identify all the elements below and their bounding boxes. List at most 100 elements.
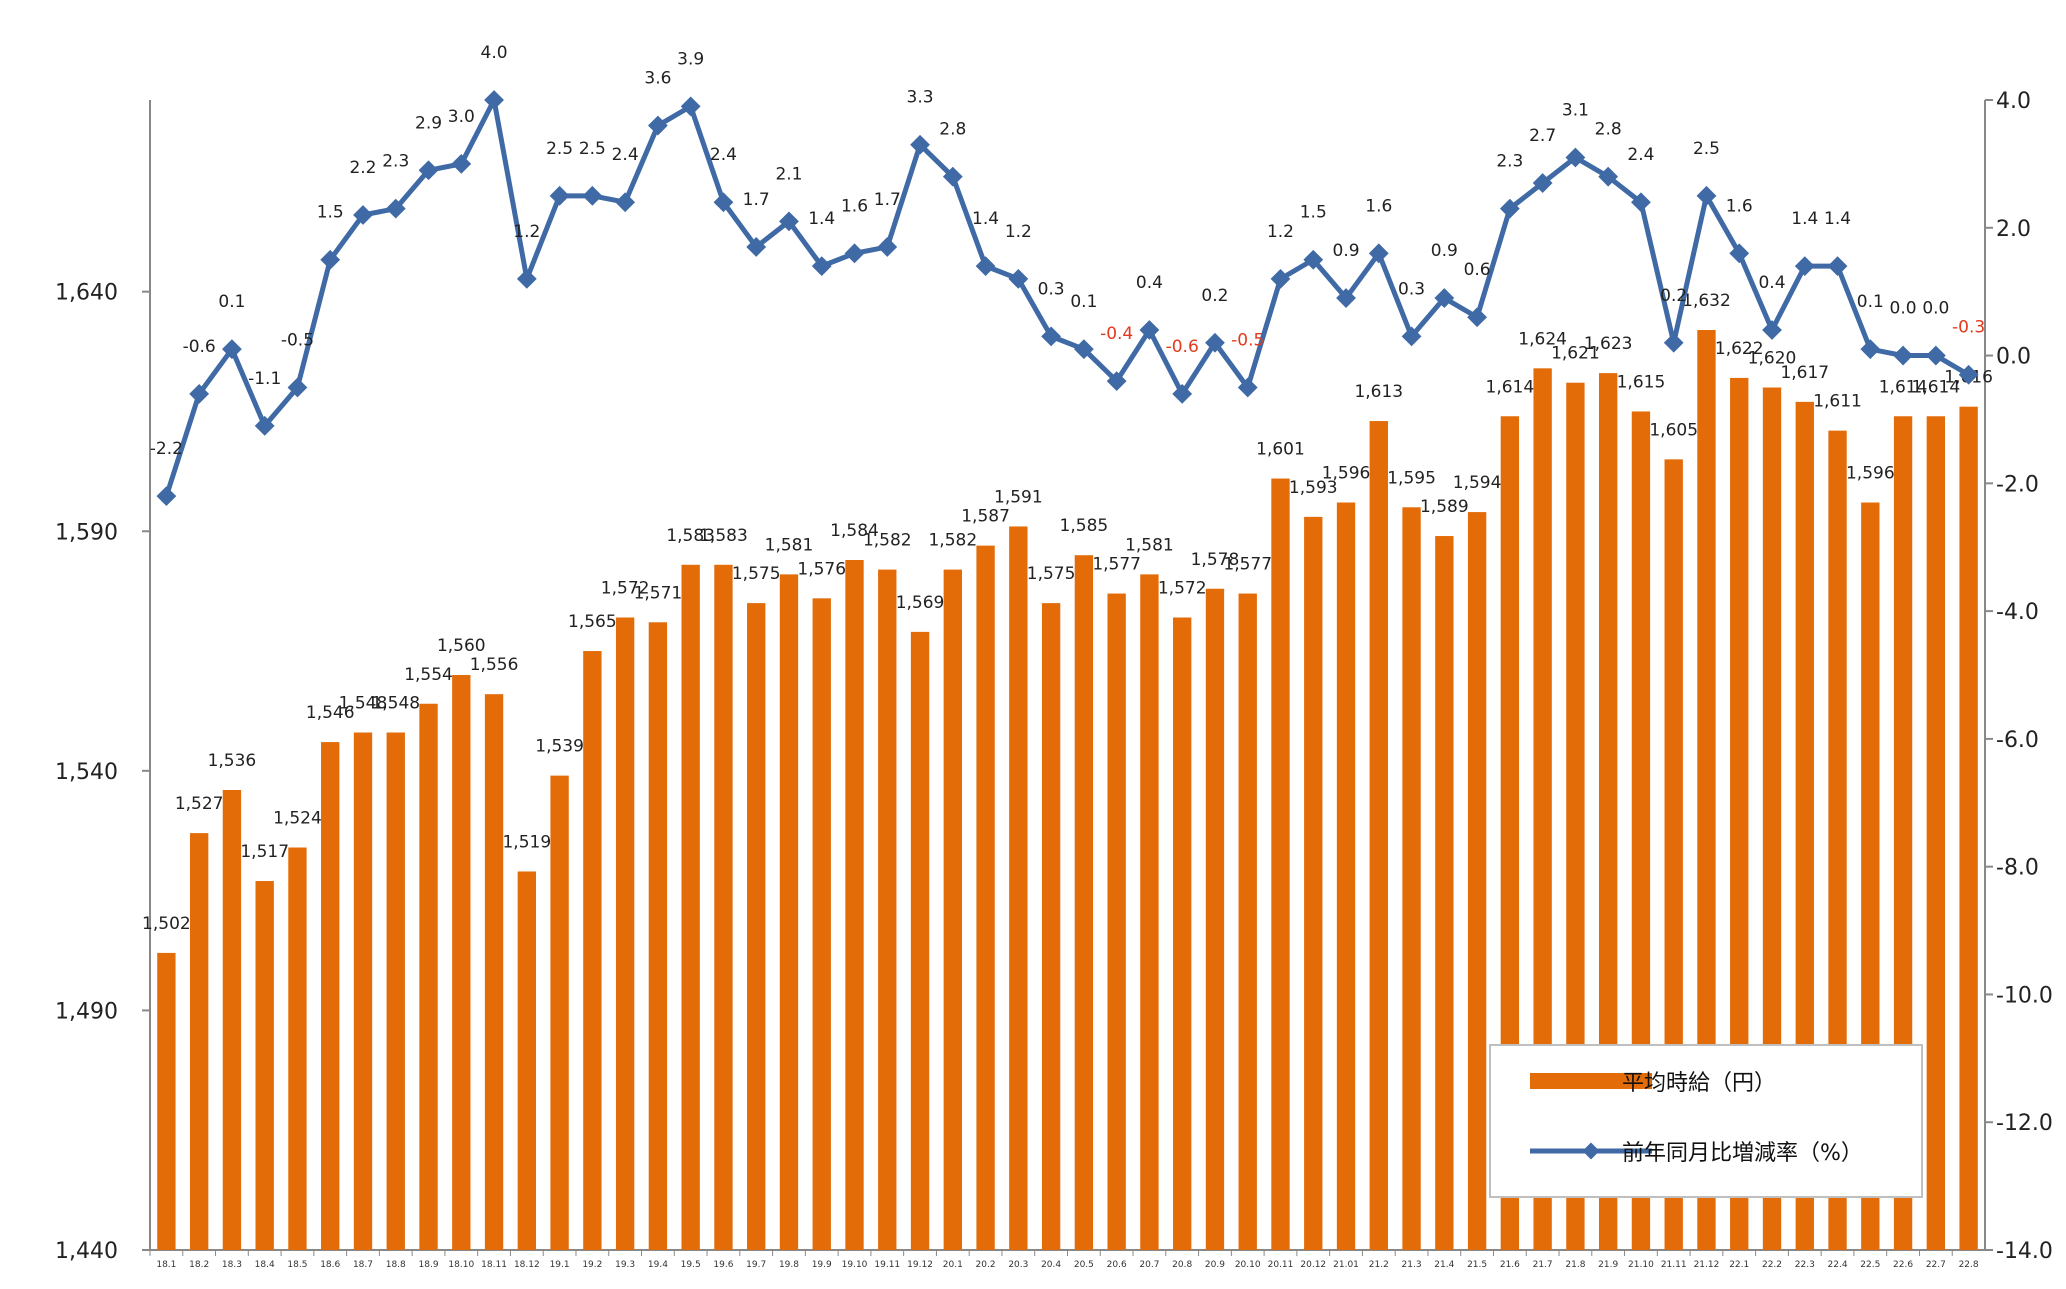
line-point-marker (1237, 377, 1258, 398)
line-point-marker (1925, 345, 1946, 366)
line-data-label: 3.1 (1562, 101, 1589, 121)
bar-data-label: 1,539 (535, 737, 584, 757)
bar (1271, 478, 1290, 1251)
legend-diamond-icon (1582, 1142, 1600, 1160)
line-data-label: 0.4 (1758, 273, 1785, 293)
bar-data-label: 1,565 (568, 612, 617, 632)
bar-data-label: 1,611 (1813, 392, 1862, 412)
y-right-tick-label: -8.0 (1996, 856, 2039, 881)
x-tick-label: 20.2 (976, 1260, 996, 1270)
bar-data-label: 1,560 (437, 636, 486, 656)
bar (1533, 368, 1552, 1250)
line-point-marker (1893, 345, 1913, 366)
bar (1402, 507, 1421, 1251)
bar-data-label: 1,582 (863, 531, 912, 551)
line-point-marker (1205, 332, 1225, 353)
line-data-label: 3.0 (448, 107, 475, 127)
line-point-marker (844, 243, 865, 264)
x-tick-label: 18.6 (320, 1260, 340, 1270)
line-point-marker (1860, 339, 1881, 360)
bar-data-label: 1,519 (502, 832, 551, 852)
y-right-tick-label: -14.0 (1996, 1239, 2053, 1264)
bar-data-label: 1,575 (732, 564, 781, 584)
bar (1435, 536, 1454, 1250)
x-tick-label: 20.10 (1235, 1260, 1261, 1270)
line-data-label: 1.4 (1824, 209, 1851, 229)
line-point-marker (418, 160, 439, 181)
bar (255, 881, 274, 1250)
x-tick-label: 20.5 (1074, 1260, 1094, 1270)
y-left-tick-label: 1,440 (55, 1239, 118, 1264)
line-data-label: 0.3 (1038, 279, 1065, 299)
line-data-label: 3.9 (677, 49, 704, 69)
line-point-marker (516, 268, 537, 289)
x-tick-label: 21.7 (1533, 1260, 1553, 1270)
line-point-marker (811, 256, 832, 277)
x-tick-label: 22.7 (1926, 1260, 1946, 1270)
x-tick-label: 18.9 (419, 1260, 439, 1270)
bar (1631, 411, 1651, 1250)
line-data-label: 1.5 (317, 203, 344, 223)
line-point-marker (549, 185, 570, 206)
bar-data-label: 1,524 (273, 809, 322, 829)
x-tick-label: 18.10 (448, 1260, 474, 1270)
y-right-tick-label: -6.0 (1996, 728, 2039, 753)
line-point-marker (1631, 192, 1651, 213)
bar (189, 833, 209, 1250)
bar-data-label: 1,556 (470, 655, 519, 675)
bar (1140, 574, 1159, 1250)
x-tick-label: 21.5 (1467, 1260, 1487, 1270)
line-point-marker (222, 339, 242, 360)
x-tick-label: 22.6 (1893, 1260, 1913, 1270)
x-tick-label: 18.7 (353, 1260, 373, 1270)
line-data-label: 0.6 (1464, 260, 1491, 280)
bar (550, 775, 569, 1250)
x-tick-label: 18.1 (156, 1260, 176, 1270)
line-point-marker (156, 486, 177, 507)
line-data-label: 2.3 (1496, 152, 1523, 172)
x-tick-label: 18.2 (189, 1260, 209, 1270)
bar (484, 694, 504, 1250)
line-point-marker (1336, 288, 1356, 308)
bar-data-label: 1,581 (765, 535, 814, 555)
line-point-marker (1696, 185, 1717, 206)
line-data-label: 0.2 (1660, 286, 1687, 306)
bar-data-label: 1,554 (404, 665, 453, 685)
y-right-tick-label: -4.0 (1996, 600, 2039, 625)
bar (1500, 416, 1520, 1250)
x-tick-label: 19.2 (582, 1260, 602, 1270)
bar-data-label: 1,548 (339, 694, 388, 714)
bar-data-label: 1,517 (240, 842, 289, 862)
bar-data-label: 1,502 (142, 914, 191, 934)
line-data-label: 0.0 (1890, 299, 1917, 319)
bar-data-label: 1,620 (1748, 349, 1797, 369)
line-data-label: 2.5 (579, 139, 606, 159)
bar (976, 545, 995, 1250)
line-data-label: -0.5 (1231, 331, 1264, 351)
line-data-label: 3.6 (644, 69, 671, 89)
line-point-marker (287, 377, 308, 398)
line-point-marker (877, 237, 898, 257)
line-data-label: 2.5 (1693, 139, 1720, 159)
bar (1304, 516, 1323, 1250)
line-data-label: -0.4 (1100, 324, 1133, 344)
line-data-label: 1.7 (743, 190, 770, 210)
line-point-marker (1401, 326, 1422, 347)
line-data-label: 1.5 (1300, 203, 1327, 223)
bar (222, 790, 242, 1250)
x-tick-label: 20.4 (1041, 1260, 1061, 1270)
bar-data-label: 1,571 (634, 583, 683, 603)
line-data-label: 0.3 (1398, 279, 1425, 299)
line-data-label: 1.6 (1365, 196, 1392, 216)
line-point-marker (320, 249, 341, 270)
x-tick-label: 22.5 (1860, 1260, 1880, 1270)
x-tick-label: 21.9 (1598, 1260, 1618, 1270)
bar (583, 651, 602, 1250)
line-data-label: 2.3 (382, 152, 409, 172)
bar (1795, 401, 1814, 1250)
bar (157, 952, 176, 1250)
line-point-marker (1598, 166, 1619, 187)
bar (943, 569, 962, 1250)
line-data-label: -1.1 (248, 369, 281, 389)
line-data-label: 1.7 (874, 190, 901, 210)
